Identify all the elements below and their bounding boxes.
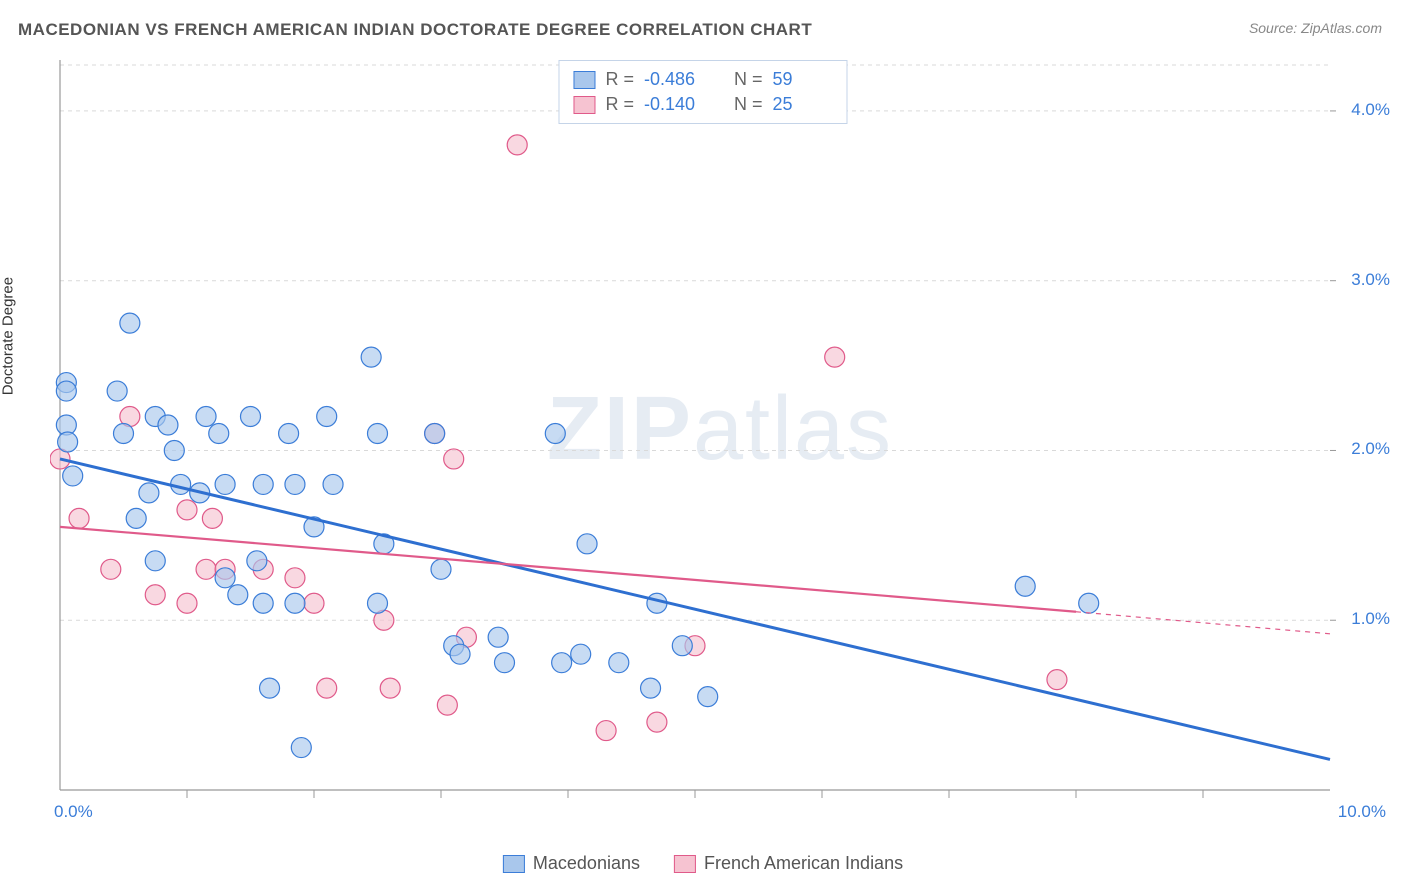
r-label: R = [605, 69, 634, 90]
y-axis-label: Doctorate Degree [0, 277, 17, 395]
y-tick-3: 4.0% [1351, 100, 1390, 120]
swatch-macedonians [573, 71, 595, 89]
legend-item-french: French American Indians [674, 853, 903, 874]
correlation-stats-box: R = -0.486 N = 59 R = -0.140 N = 25 [558, 60, 847, 124]
x-tick-1: 10.0% [1338, 802, 1386, 822]
y-tick-2: 3.0% [1351, 270, 1390, 290]
swatch-french [674, 855, 696, 873]
n-value-macedonians: 59 [773, 69, 833, 90]
r-value-macedonians: -0.486 [644, 69, 704, 90]
y-tick-1: 2.0% [1351, 439, 1390, 459]
scatter-chart [50, 50, 1390, 830]
n-value-french: 25 [773, 94, 833, 115]
source-attribution: Source: ZipAtlas.com [1249, 20, 1382, 36]
legend-label-french: French American Indians [704, 853, 903, 874]
series-legend: Macedonians French American Indians [503, 853, 903, 874]
r-label: R = [605, 94, 634, 115]
x-tick-0: 0.0% [54, 802, 93, 822]
n-label: N = [734, 94, 763, 115]
stats-row-macedonians: R = -0.486 N = 59 [573, 67, 832, 92]
stats-row-french: R = -0.140 N = 25 [573, 92, 832, 117]
swatch-macedonians [503, 855, 525, 873]
y-tick-0: 1.0% [1351, 609, 1390, 629]
chart-title: MACEDONIAN VS FRENCH AMERICAN INDIAN DOC… [18, 20, 812, 40]
swatch-french [573, 96, 595, 114]
legend-item-macedonians: Macedonians [503, 853, 640, 874]
plot-area: ZIPatlas [50, 50, 1390, 830]
r-value-french: -0.140 [644, 94, 704, 115]
legend-label-macedonians: Macedonians [533, 853, 640, 874]
n-label: N = [734, 69, 763, 90]
